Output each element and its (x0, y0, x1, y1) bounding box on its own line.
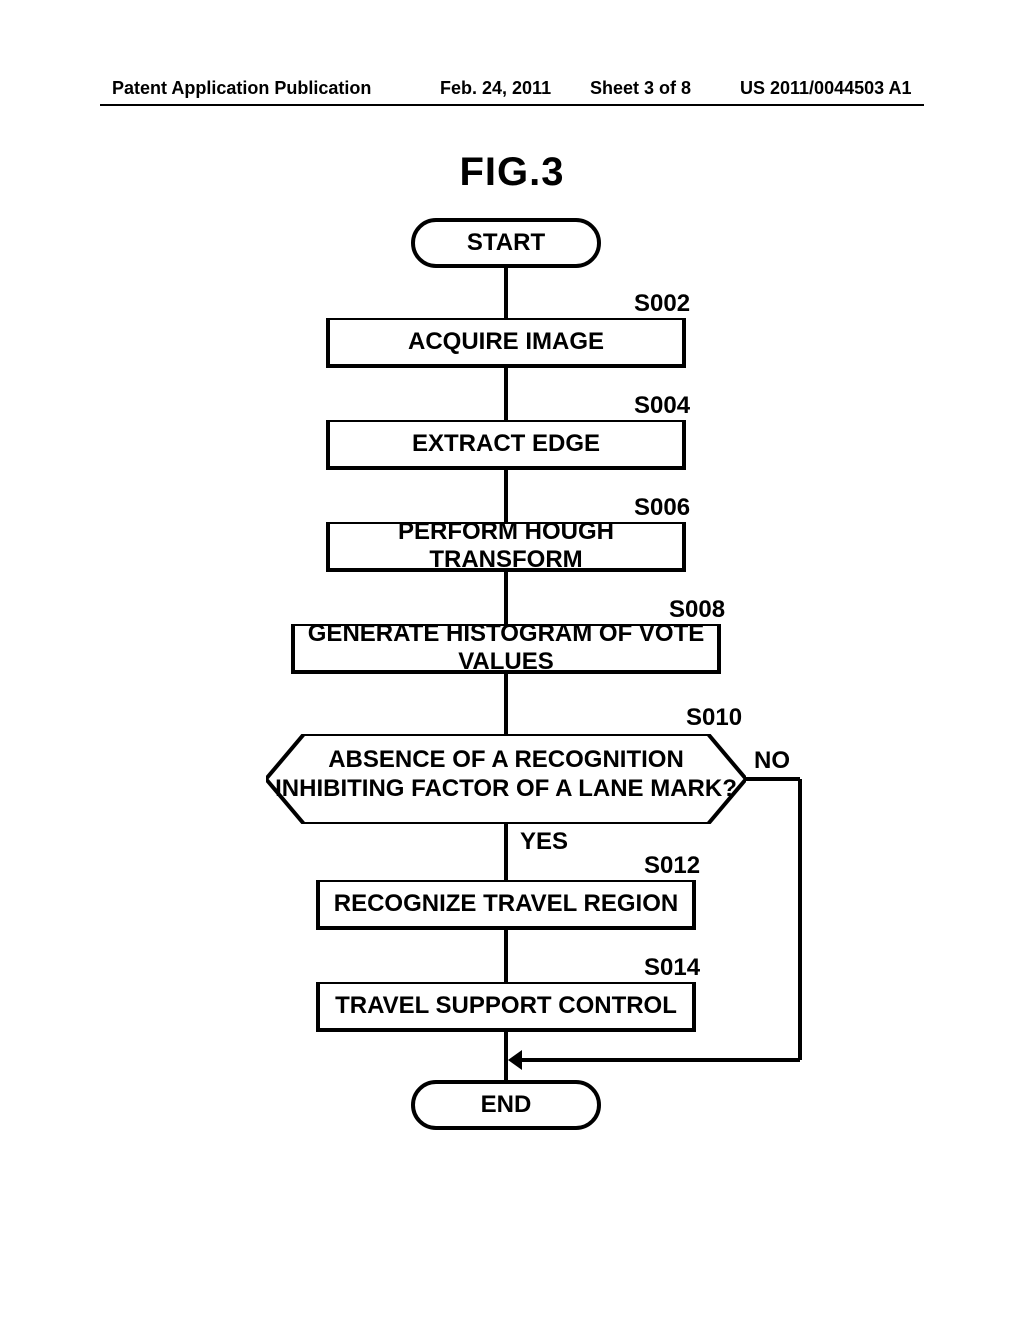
step-label-S012: S012 (644, 852, 700, 880)
header-rule (100, 104, 924, 106)
header-pub-number: US 2011/0044503 A1 (740, 78, 911, 99)
start-terminator: START (411, 218, 601, 268)
page: Patent Application Publication Feb. 24, … (0, 0, 1024, 1320)
process-S012: RECOGNIZE TRAVEL REGION (316, 880, 696, 930)
decision-text: ABSENCE OF A RECOGNITIONINHIBITING FACTO… (266, 746, 746, 804)
connector-line (504, 824, 508, 880)
step-label-S002: S002 (634, 290, 690, 318)
connector-line (798, 779, 802, 1060)
step-label-S004: S004 (634, 392, 690, 420)
step-label-S014: S014 (644, 954, 700, 982)
process-S002: ACQUIRE IMAGE (326, 318, 686, 368)
process-S008: GENERATE HISTOGRAM OF VOTE VALUES (291, 624, 721, 674)
arrowhead-icon (508, 1050, 522, 1070)
connector-line (504, 470, 508, 522)
decision-line2: INHIBITING FACTOR OF A LANE MARK? (266, 775, 746, 804)
connector-line (746, 777, 800, 781)
connector-line (504, 572, 508, 624)
process-S014: TRAVEL SUPPORT CONTROL (316, 982, 696, 1032)
connector-line (514, 1058, 800, 1062)
figure-title: FIG.3 (0, 150, 1024, 195)
connector-line (504, 368, 508, 420)
decision-line1: ABSENCE OF A RECOGNITION (266, 746, 746, 775)
connector-line (504, 268, 508, 318)
process-S006: PERFORM HOUGH TRANSFORM (326, 522, 686, 572)
branch-yes-label: YES (520, 828, 568, 856)
branch-no-label: NO (754, 747, 790, 775)
process-S004: EXTRACT EDGE (326, 420, 686, 470)
step-label-S010: S010 (686, 704, 742, 732)
header-publication: Patent Application Publication (112, 78, 371, 99)
header-date: Feb. 24, 2011 (440, 78, 551, 99)
header-sheet: Sheet 3 of 8 (590, 78, 691, 99)
connector-line (504, 674, 508, 734)
connector-line (504, 930, 508, 982)
end-terminator: END (411, 1080, 601, 1130)
